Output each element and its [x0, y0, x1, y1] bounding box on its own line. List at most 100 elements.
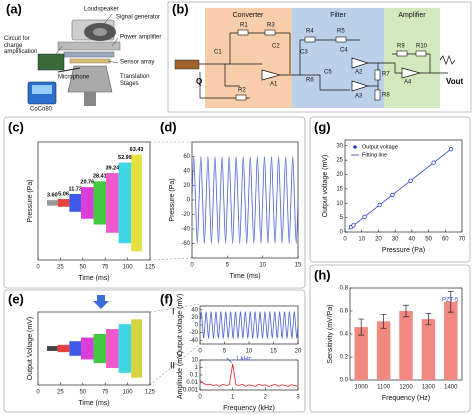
y-tick-label: 0.2 [340, 355, 349, 361]
error-bar [403, 304, 409, 318]
y-axis-label: Output voltage (mV) [177, 294, 184, 357]
y-tick-label: 0.001 [183, 388, 199, 394]
value-label: 11.73 [68, 186, 81, 192]
oscillation-band [46, 346, 58, 351]
y-tick-label: 0 [340, 230, 344, 236]
x-tick-label: 70 [459, 237, 466, 243]
zoom-connectors [149, 141, 201, 386]
setup-label: Circuit for charge amplification [4, 36, 38, 55]
x-tick-label: 40 [409, 237, 416, 243]
x-axis-label: Time (ms) [78, 275, 109, 282]
panel-label: (b) [172, 1, 189, 16]
setup-label: CoCo80 [30, 107, 53, 113]
bar [376, 321, 391, 380]
y-tick-label: 40 [183, 169, 190, 175]
x-tick-label: 1000 [355, 385, 369, 391]
panel-label: (e) [8, 291, 24, 306]
x-tick-label: 10 [358, 237, 365, 243]
x-tick-label: 0 [343, 237, 347, 243]
x-tick-label: 0 [198, 349, 202, 355]
arrow [93, 295, 109, 309]
y-tick-label: 20 [183, 183, 190, 189]
setup-label: Sensor array [120, 60, 154, 66]
panel-label: (d) [160, 119, 177, 134]
panel-label: (f) [160, 291, 173, 306]
y-axis-label: Output Voltage (mV) [27, 317, 34, 380]
y-tick-label: 0 [187, 198, 191, 204]
oscillation-band [106, 173, 119, 233]
x-tick-label: 25 [57, 390, 64, 396]
component: C4 [340, 48, 348, 54]
oscillation-band [57, 199, 70, 207]
x-tick-label: 0 [198, 395, 202, 401]
setup-label: Loudspeaker [84, 7, 119, 13]
y-tick-label: 0.1 [190, 373, 199, 379]
x-tick-label: 100 [123, 265, 134, 271]
value-label: 5.06 [58, 192, 69, 198]
annotation-arrow [226, 357, 232, 364]
data-point [431, 160, 436, 165]
y-axis-label: Output voltage (mV) [322, 155, 329, 218]
oscillation-band [118, 162, 132, 244]
component: R1 [240, 23, 248, 29]
block-title: Filter [330, 12, 346, 19]
x-tick-label: 1100 [377, 385, 391, 391]
y-tick-label: 0.6 [340, 309, 349, 315]
panel-label: (h) [314, 267, 331, 282]
legend-marker [353, 145, 357, 149]
x-tick-label: 10 [246, 349, 253, 355]
component: C1 [214, 50, 222, 56]
oscillation-band [118, 324, 132, 373]
y-axis-label: Amplitude (mV) [177, 351, 184, 399]
x-axis-label: Time (ms) [229, 273, 260, 280]
x-tick-label: 0 [190, 263, 194, 269]
component: R8 [382, 93, 390, 99]
y-tick-label: 25 [336, 158, 343, 164]
x-tick-label: 50 [79, 390, 86, 396]
circuit-input: Q [196, 77, 202, 86]
x-tick-label: 60 [442, 237, 449, 243]
x-tick-label: 2 [264, 395, 268, 401]
component: A3 [355, 94, 363, 100]
inset-label: PZT-5 [442, 298, 459, 304]
bar [399, 311, 413, 380]
x-tick-label: 75 [102, 265, 109, 271]
y-tick-label: -20 [181, 212, 190, 218]
y-tick-label: -20 [189, 330, 198, 336]
component: A1 [270, 82, 278, 88]
y-axis-label: Pressure (Pa) [169, 178, 176, 221]
component: R7 [382, 72, 390, 78]
oscillation-band [81, 337, 94, 360]
x-tick-label: 0 [36, 265, 40, 271]
data-point [377, 202, 382, 208]
y-tick-label: 10 [336, 201, 343, 207]
oscillation-band [69, 341, 82, 356]
bar [354, 327, 368, 380]
component: R3 [267, 23, 275, 29]
legend-label: Fitting line [362, 152, 387, 158]
panel-label: (g) [314, 119, 331, 134]
x-axis-label: Time (ms) [78, 400, 109, 407]
component: R9 [397, 44, 405, 50]
oscillation-band [131, 154, 142, 252]
setup-label: Microphone [58, 75, 90, 81]
data-point [448, 146, 454, 152]
x-axis-label: Pressure (Pa) [382, 247, 425, 254]
y-axis-label: Sensitivity (mV/Pa) [327, 304, 334, 363]
component: C2 [272, 44, 280, 50]
oscillation-band [93, 333, 107, 364]
y-tick-label: 20 [336, 172, 343, 178]
x-tick-label: 1400 [444, 385, 458, 391]
y-tick-label: 60 [183, 154, 190, 160]
component: C3 [300, 50, 308, 56]
error-bar [358, 318, 365, 336]
signal-line [199, 311, 299, 339]
error-bar [447, 291, 454, 313]
x-tick-label: 3 [296, 395, 300, 401]
x-axis-label: Frequency (Hz) [382, 395, 430, 402]
value-label: 39.24 [105, 165, 120, 171]
component: R10 [416, 44, 428, 50]
legend-label: Output voltage [362, 144, 398, 150]
value-label: 3.60 [47, 193, 58, 199]
x-tick-label: 5 [226, 263, 230, 269]
